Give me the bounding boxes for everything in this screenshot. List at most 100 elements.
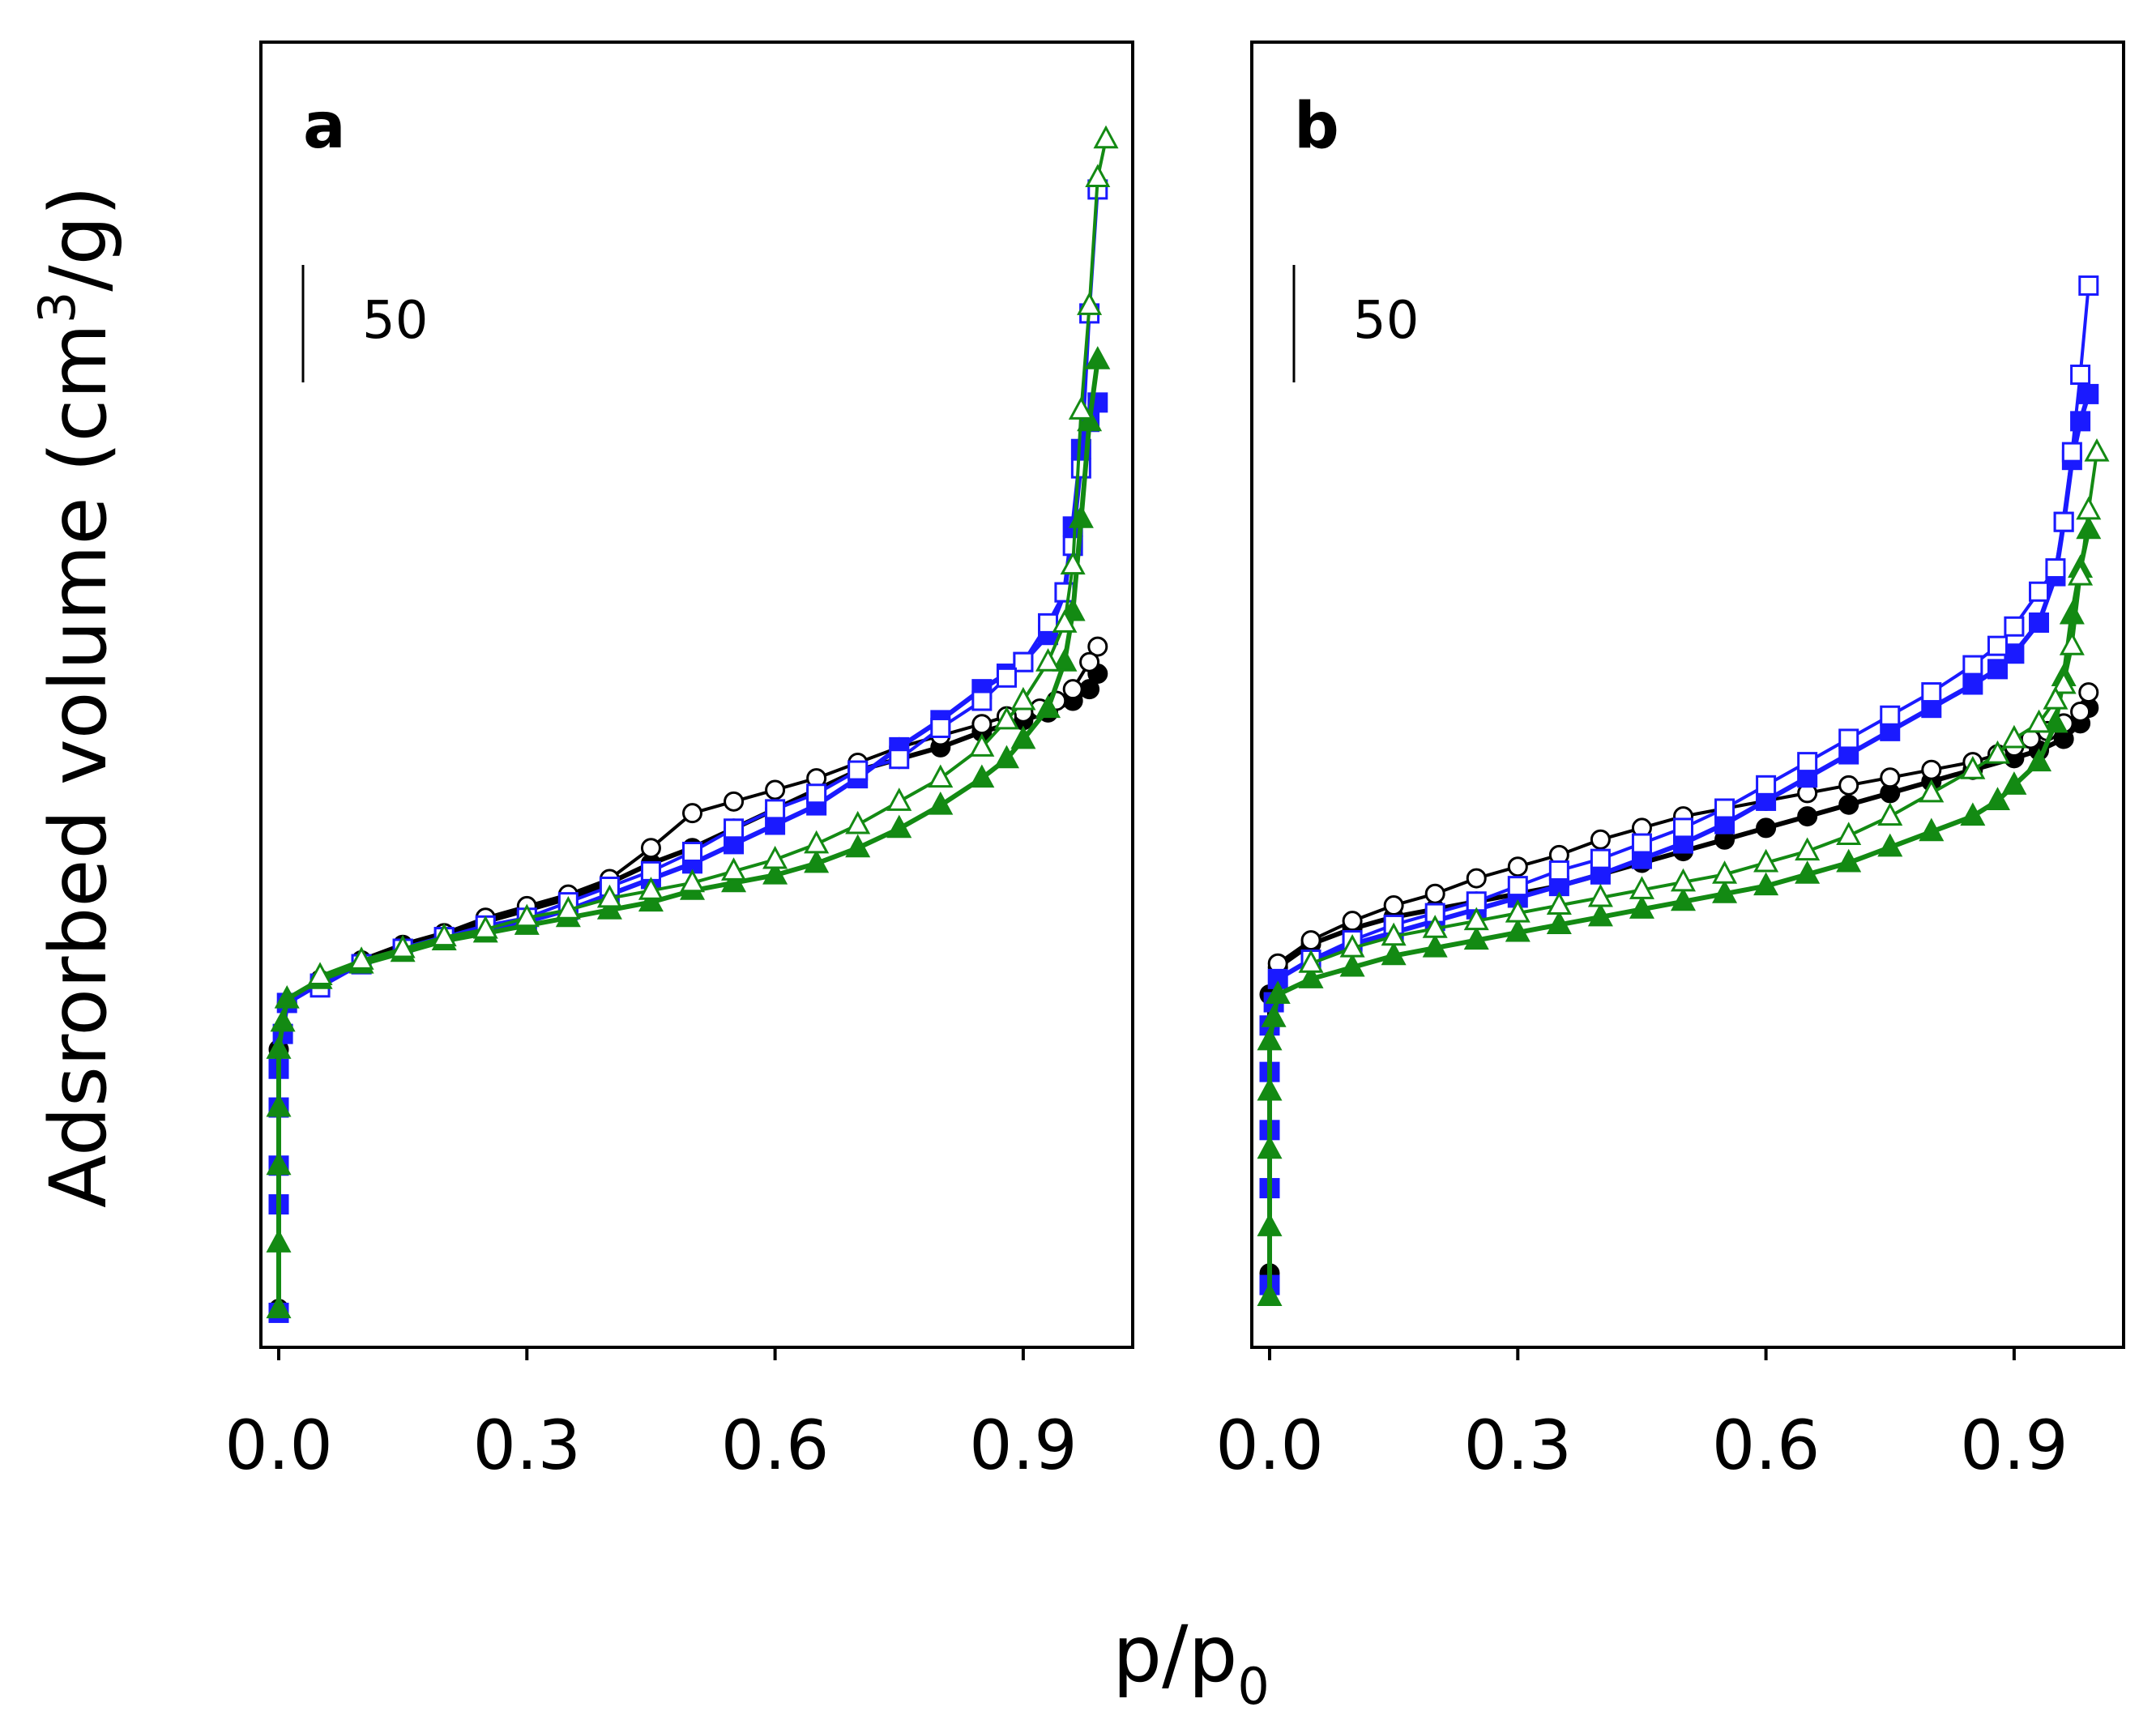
data-point-green-open [679,869,706,893]
data-point-green-filled [1052,648,1078,672]
data-point-blue-open [1631,833,1652,854]
data-point-green-filled [1339,953,1365,977]
data-point-green-filled [266,1151,292,1176]
data-point-green-open [1422,915,1448,938]
data-point-green-open [472,915,498,939]
data-point-blue-open [1038,612,1059,634]
data-point-black-open [971,714,993,735]
data-point-blue-open [1013,651,1034,672]
data-point-green-open [1068,396,1094,420]
data-point-green-open [2026,709,2052,733]
data-point-blue-open [1714,798,1735,819]
data-point-green-filled [1010,725,1036,749]
data-point-blue-open [1673,817,1693,839]
y-axis-title: Adsrorbed volume (cm3/g) [28,186,124,1208]
data-point-green-open [1339,933,1365,958]
plot-frame [259,41,1134,1349]
data-point-black-open [640,838,661,859]
data-point-blue-open [2078,275,2099,297]
data-point-black-open [1590,829,1611,850]
data-point-black-open [724,791,745,812]
data-point-green-filled [266,1295,292,1319]
data-point-green-open [928,764,954,788]
data-point-green-filled [762,861,788,885]
data-point-green-open [348,946,374,970]
data-point-black-open [1342,911,1363,932]
data-point-black-open [2078,682,2099,703]
series-line-green-open [319,139,1108,978]
data-point-green-open [1010,686,1036,711]
data-point-green-filled [721,869,747,893]
data-point-black-open [1507,856,1528,877]
series-line-blue-open [1310,285,2090,962]
data-point-green-open [2068,561,2094,586]
data-point-green-filled [266,1093,292,1117]
data-point-black-open [1838,775,1859,796]
data-point-blue-open [2045,558,2066,579]
x-tick-label: 0.6 [721,1406,830,1485]
data-point-green-filled [1463,926,1489,950]
data-point-green-filled [1712,880,1738,903]
data-point-green-open [1093,125,1119,149]
data-point-blue-open [1548,860,1569,881]
data-point-blue-open [2004,616,2025,637]
data-point-green-filled [1670,887,1697,911]
data-point-green-filled [638,888,664,912]
data-point-green-open [1877,802,1903,826]
plot-frame [1250,41,2125,1349]
data-point-black-open [1062,679,1083,700]
data-point-green-open [431,923,457,947]
data-point-green-open [596,884,622,908]
data-point-green-open [307,962,333,985]
data-point-green-filled [274,985,300,1009]
data-point-blue-open [1507,876,1528,897]
data-point-green-open [390,934,416,958]
data-point-green-open [2076,496,2102,520]
data-point-green-open [1670,868,1697,892]
data-point-black-open [1880,767,1901,788]
data-point-blue-open [1880,705,1901,726]
data-point-blue-open [1962,655,1983,676]
data-point-green-open [1052,609,1078,633]
data-point-green-filled [2043,709,2068,733]
data-point-green-open [1587,883,1613,907]
data-point-green-open [1795,837,1821,861]
data-point-green-open [1712,860,1738,884]
data-point-green-filled [1836,848,1862,873]
data-point-green-filled [928,791,954,815]
data-point-green-filled [1795,860,1821,884]
data-point-green-filled [266,1035,292,1059]
x-tick-label: 0.6 [1712,1406,1821,1485]
data-point-green-filled [1257,1026,1283,1051]
data-point-green-open [845,810,871,834]
data-point-green-filled [969,764,995,788]
data-point-green-filled [1753,872,1779,896]
data-point-green-open [1919,779,1945,803]
data-point-black-filled [1756,817,1777,839]
data-point-green-filled [1265,980,1291,1004]
data-point-green-filled [1546,911,1572,934]
x-axis-title-main: p/p [1112,1609,1237,1700]
data-point-green-open [1984,740,2010,764]
data-point-blue-open [724,818,745,839]
data-point-green-filled [1257,1213,1283,1236]
data-point-green-open [2001,724,2027,749]
data-point-green-filled [266,1229,292,1253]
data-point-green-open [1546,891,1572,915]
data-point-green-filled [1984,787,2010,810]
data-point-blue-open [765,799,786,820]
data-point-blue-open [889,749,910,770]
data-point-black-open [1087,636,1108,657]
data-point-green-open [2084,437,2110,462]
data-point-green-filled [804,849,830,873]
x-tick-label: 0.9 [969,1406,1078,1485]
data-point-green-filled [1381,941,1407,966]
data-point-blue-filled [1962,674,1983,695]
scale-bar-label: 50 [1353,291,1419,351]
data-point-green-open [1381,922,1407,946]
panel-a: 0.0 0.3 0.6 0.9 a 50 [224,41,1134,1485]
data-point-black-open [1079,651,1100,672]
data-point-black-open [1300,930,1321,951]
data-point-green-filled [886,814,912,839]
data-point-green-open [969,733,995,757]
